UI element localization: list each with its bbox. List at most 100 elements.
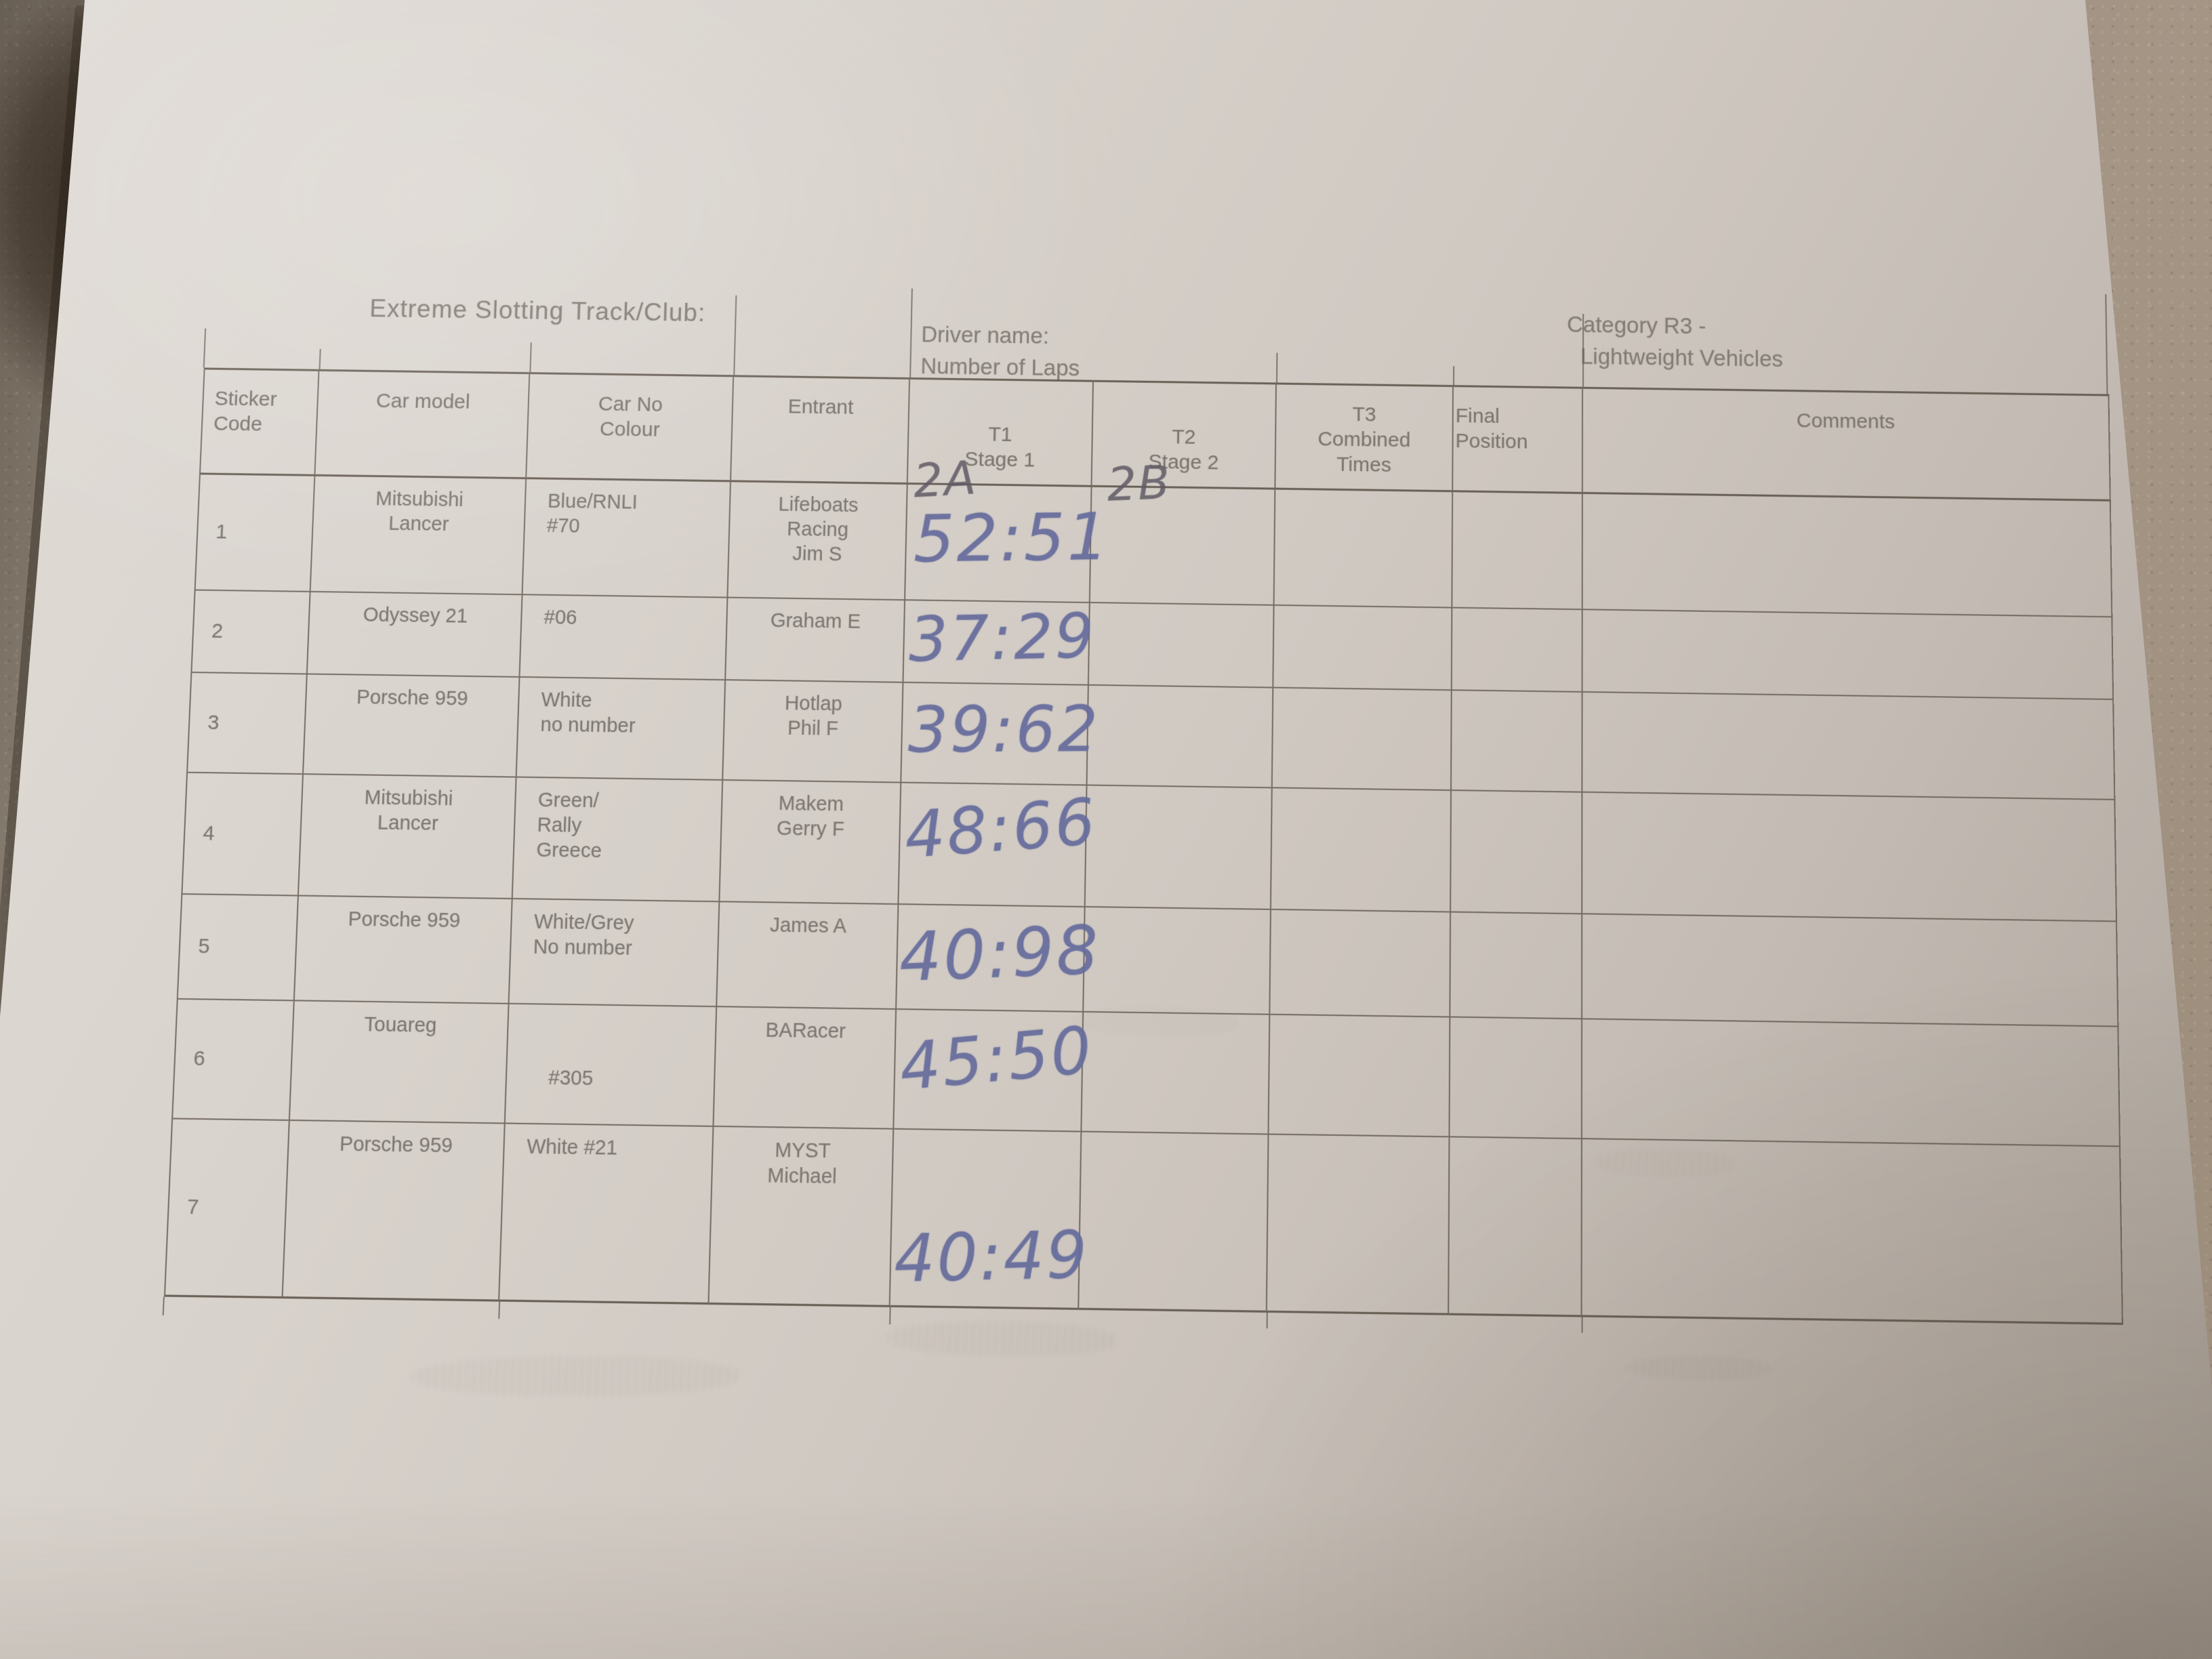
cell-t3-empty	[1271, 788, 1452, 913]
handwritten-stage2-mark: 2B	[1106, 455, 1172, 512]
driver-name-header: Driver name: Number of Laps	[920, 319, 1080, 384]
cell-sticker-code: 5	[176, 895, 299, 1002]
cell-t2-empty	[1079, 1132, 1269, 1313]
cell-entrant: James A	[717, 902, 899, 1010]
show-through-smudge	[887, 1319, 1118, 1358]
category-label: Category R3 -	[1567, 311, 1706, 339]
column-header-t1-stage1: T1 Stage 1 2A	[907, 377, 1094, 509]
column-header-t3-combined: T3 Combined Times	[1275, 382, 1454, 493]
cell-car-no-colour: White #21	[499, 1124, 714, 1305]
handwritten-time: 45:50	[897, 1012, 1097, 1105]
cell-comments-empty	[1582, 1019, 2121, 1147]
cell-sticker-code: 1	[194, 474, 316, 592]
table-tick	[889, 1307, 891, 1325]
table-tick	[1582, 314, 1584, 387]
cell-t1-time: 37:29	[903, 600, 1097, 686]
cell-t1-time: 45:50	[894, 1009, 1097, 1132]
cell-t3-empty	[1272, 688, 1452, 792]
cell-t3-empty	[1267, 1134, 1450, 1315]
cell-car-model: Touareg	[289, 1001, 510, 1124]
cell-t2-empty	[1087, 685, 1274, 789]
cell-t1-time: 48:66	[899, 783, 1099, 907]
cell-car-no-colour: #305	[505, 1004, 718, 1127]
column-header-final-position: Final Position	[1453, 385, 1584, 494]
sheet-title: Extreme Slotting Track/Club:	[369, 294, 706, 327]
cell-car-model: Porsche 959	[294, 896, 513, 1004]
column-header-car-model: Car model	[315, 369, 531, 480]
cell-sticker-code: 7	[163, 1119, 290, 1299]
cell-entrant: MYST Michael	[709, 1126, 895, 1307]
cell-final-empty	[1449, 1137, 1582, 1317]
cell-car-no-colour: Blue/RNLI #70	[523, 479, 731, 598]
cell-sticker-code: 2	[190, 590, 311, 675]
table-tick	[1266, 1312, 1268, 1329]
cell-comments-empty	[1582, 493, 2113, 618]
cell-sticker-code: 3	[186, 673, 308, 775]
cell-car-no-colour: #06	[520, 595, 729, 681]
cell-car-model: Porsche 959	[283, 1121, 506, 1302]
cell-t3-empty	[1269, 1015, 1451, 1138]
cell-final-empty	[1450, 912, 1583, 1020]
handwritten-time: 40:98	[898, 910, 1102, 997]
cell-final-empty	[1452, 608, 1583, 693]
cell-entrant: Makem Gerry F	[720, 780, 902, 905]
cell-t3-empty	[1273, 605, 1453, 691]
handwritten-time: 37:29	[908, 600, 1097, 676]
cell-comments-empty	[1582, 610, 2114, 700]
table-tick	[1581, 1317, 1583, 1333]
handwritten-stage1-mark: 2A	[912, 451, 979, 509]
cell-comments-empty	[1582, 914, 2119, 1027]
cell-car-model: Mitsubishi Lancer	[298, 775, 517, 900]
cell-entrant: Graham E	[726, 598, 906, 683]
cell-t3-empty	[1270, 909, 1452, 1018]
handwritten-time: 52:51	[913, 499, 1111, 577]
cell-t2-empty	[1088, 603, 1275, 689]
table-tick	[319, 348, 321, 369]
table-tick	[162, 1296, 165, 1316]
driver-name-label: Driver name:	[921, 321, 1050, 348]
cell-t3-empty	[1274, 489, 1454, 609]
table-tick	[203, 328, 207, 368]
cell-comments-empty	[1582, 692, 2116, 800]
column-header-comments: Comments	[1582, 386, 2111, 501]
cell-entrant: Hotlap Phil F	[723, 680, 904, 783]
cell-entrant: BARacer	[714, 1007, 897, 1130]
handwritten-time: 39:62	[907, 692, 1101, 767]
cell-t2-empty	[1085, 785, 1273, 910]
handwritten-time: 40:49	[893, 1216, 1090, 1298]
cell-car-model: Porsche 959	[303, 674, 520, 778]
cell-t1-time: 40:49	[890, 1129, 1090, 1310]
column-header-t2-stage2: T2 Stage 2 2B	[1092, 380, 1277, 512]
table-tick	[1453, 366, 1455, 386]
cell-car-no-colour: White/Grey No number	[509, 899, 720, 1008]
cell-car-model: Odyssey 21	[307, 592, 523, 678]
cell-sticker-code: 6	[171, 999, 295, 1122]
table-tick	[498, 1301, 501, 1319]
table-tick	[909, 288, 913, 377]
cell-comments-empty	[1582, 792, 2118, 922]
cell-sticker-code: 4	[181, 773, 304, 897]
table-tick	[529, 342, 532, 373]
cell-t1-time: 39:62	[901, 682, 1100, 786]
cell-car-no-colour: Green/ Rally Greece	[512, 777, 724, 903]
column-header-car-no-colour: Car No Colour	[527, 372, 735, 483]
table-tick	[1275, 352, 1278, 383]
cell-final-empty	[1451, 791, 1583, 915]
cell-final-empty	[1450, 1017, 1583, 1140]
cell-t2-empty	[1084, 907, 1271, 1015]
show-through-smudge	[1626, 1355, 1774, 1382]
table-tick	[2105, 294, 2108, 394]
show-through-smudge	[411, 1355, 741, 1397]
cell-car-no-colour: White no number	[516, 677, 726, 781]
category-header: Category R3 - Lightweight Vehicles	[1567, 308, 1783, 375]
column-header-entrant: Entrant	[731, 375, 911, 485]
cell-final-empty	[1452, 691, 1583, 793]
handwritten-time: 48:66	[902, 784, 1100, 873]
cell-car-model: Mitsubishi Lancer	[310, 476, 527, 596]
category-subtitle: Lightweight Vehicles	[1580, 343, 1784, 371]
cell-entrant: Lifeboats Racing Jim S	[728, 482, 908, 601]
score-table: Sticker Code Car model Car No Colour Ent…	[163, 367, 2123, 1325]
